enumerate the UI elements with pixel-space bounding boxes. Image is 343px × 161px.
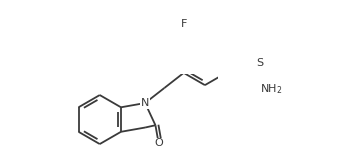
Text: N: N [141,98,149,108]
Text: F: F [180,19,187,29]
Text: O: O [154,138,163,148]
Text: S: S [256,57,263,68]
Text: NH$_2$: NH$_2$ [260,82,283,96]
